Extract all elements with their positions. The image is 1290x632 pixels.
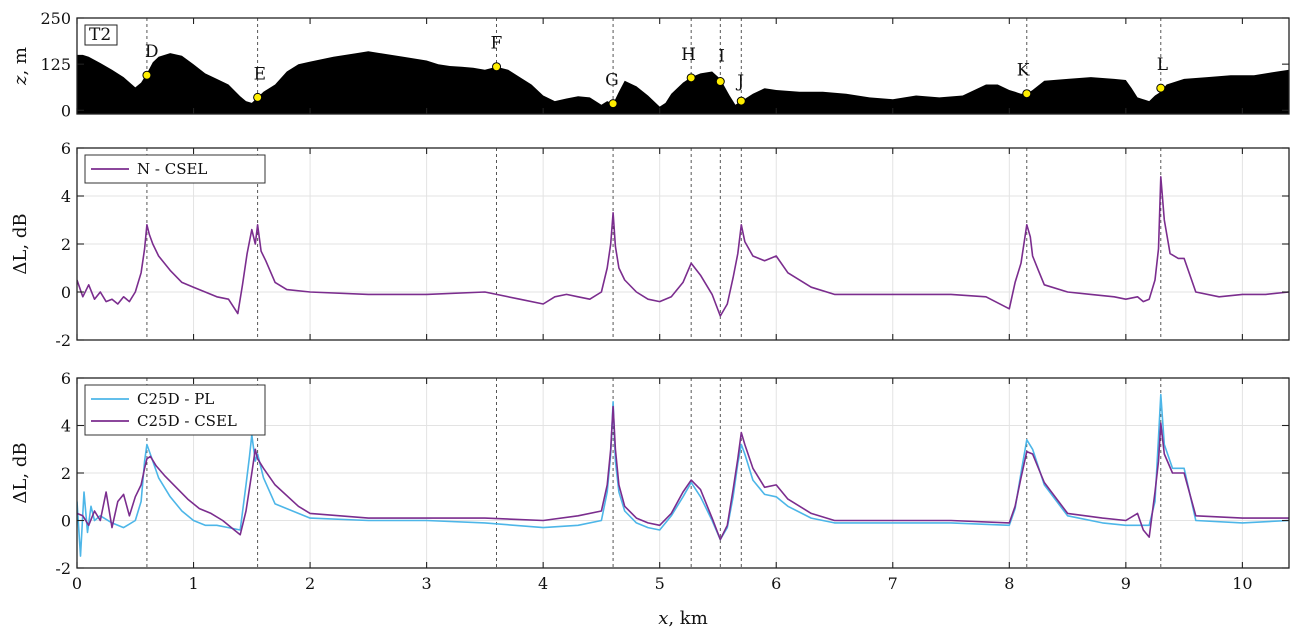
bottom-diff-legend-label-1: C25D - CSEL bbox=[137, 412, 237, 430]
x-axis-unit: , km bbox=[668, 608, 707, 629]
x-tick-label-8: 8 bbox=[1004, 574, 1014, 593]
terrain-panel: D E F G H IJ K L 0 125 250 T2 z, m bbox=[10, 9, 1289, 120]
top-diff-y-axis-label: ΔL, dB bbox=[10, 213, 31, 274]
top-diff-panel: -2 0 2 4 6 N - CSEL ΔL, dB bbox=[10, 139, 1289, 350]
top-diff-y-tick-label-3: 4 bbox=[61, 187, 71, 206]
x-tick-label-4: 4 bbox=[538, 574, 548, 593]
terrain-point-label-g: G bbox=[605, 71, 619, 91]
top-diff-y-tick-label-1: 0 bbox=[61, 283, 71, 302]
bottom-diff-legend: C25D - PL C25D - CSEL bbox=[85, 385, 265, 435]
terrain-y-tick-label-0: 0 bbox=[61, 101, 71, 120]
terrain-point-label-i: I bbox=[718, 47, 725, 67]
x-axis-var: x bbox=[658, 608, 668, 629]
terrain-y-axis-label: z, m bbox=[10, 47, 31, 86]
terrain-point-l bbox=[1157, 84, 1165, 92]
terrain-y-tick-label-1: 125 bbox=[40, 55, 71, 74]
top-diff-y-unit: , dB bbox=[10, 213, 31, 249]
x-tick-label-6: 6 bbox=[771, 574, 781, 593]
terrain-point-i bbox=[716, 78, 724, 86]
terrain-point-j bbox=[737, 97, 745, 105]
terrain-point-k bbox=[1023, 90, 1031, 98]
top-diff-legend-label-0: N - CSEL bbox=[137, 160, 207, 178]
x-tick-label-1: 1 bbox=[188, 574, 198, 593]
terrain-y-tick-label-2: 250 bbox=[40, 9, 71, 28]
bottom-diff-y-tick-label-3: 4 bbox=[61, 417, 71, 436]
bottom-diff-y-axis-label: ΔL, dB bbox=[10, 442, 31, 503]
terrain-point-d bbox=[143, 71, 151, 79]
x-tick-label-9: 9 bbox=[1121, 574, 1131, 593]
top-diff-y-tick-label-2: 2 bbox=[61, 235, 71, 254]
terrain-point-f bbox=[493, 63, 501, 71]
terrain-point-g bbox=[609, 100, 617, 108]
bottom-diff-legend-label-0: C25D - PL bbox=[137, 390, 214, 408]
x-tick-label-10: 10 bbox=[1232, 574, 1252, 593]
top-diff-series bbox=[77, 177, 1289, 316]
x-tick-label-2: 2 bbox=[305, 574, 315, 593]
terrain-point-label-h: H bbox=[681, 45, 696, 65]
x-tick-label-5: 5 bbox=[655, 574, 665, 593]
terrain-y-unit: , m bbox=[10, 47, 31, 76]
terrain-point-label-d: D bbox=[145, 42, 159, 62]
bottom-diff-y-tick-label-0: -2 bbox=[55, 559, 71, 578]
terrain-point-label-e: E bbox=[254, 64, 266, 84]
bottom-diff-y-unit: , dB bbox=[10, 442, 31, 478]
top-diff-y-var: ΔL bbox=[10, 250, 31, 275]
x-tick-label-3: 3 bbox=[422, 574, 432, 593]
terrain-label: T2 bbox=[89, 25, 111, 45]
bottom-diff-y-var: ΔL bbox=[10, 479, 31, 504]
bottom-diff-y-tick-label-4: 6 bbox=[61, 369, 71, 388]
bottom-diff-y-tick-label-2: 2 bbox=[61, 464, 71, 483]
top-diff-y-tick-label-4: 6 bbox=[61, 139, 71, 158]
top-diff-legend: N - CSEL bbox=[85, 155, 265, 183]
terrain-point-h bbox=[687, 74, 695, 82]
terrain-point-label-f: F bbox=[491, 34, 503, 54]
terrain-point-label-l: L bbox=[1157, 55, 1168, 75]
bottom-diff-y-tick-label-1: 0 bbox=[61, 512, 71, 531]
top-diff-series-0 bbox=[77, 177, 1289, 316]
x-axis-label: x, km bbox=[658, 608, 708, 629]
terrain-point-e bbox=[254, 93, 262, 101]
terrain-point-label-k: K bbox=[1017, 61, 1030, 81]
terrain-y-var: z bbox=[10, 75, 31, 86]
x-tick-label-7: 7 bbox=[888, 574, 898, 593]
top-diff-y-tick-label-0: -2 bbox=[55, 331, 71, 350]
x-tick-label-0: 0 bbox=[72, 574, 82, 593]
terrain-point-label-j: J bbox=[735, 72, 744, 92]
